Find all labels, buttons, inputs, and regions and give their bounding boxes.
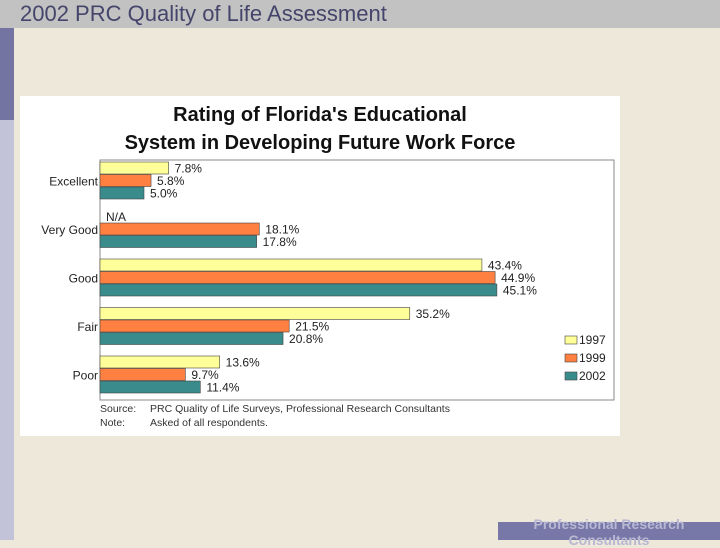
header-bar: 2002 PRC Quality of Life Assessment — [0, 0, 720, 28]
chart-title-line-1: Rating of Florida's Educational — [173, 104, 467, 126]
bar-2002-good — [99, 283, 498, 297]
bar-1997-good — [99, 258, 483, 272]
page-title: 2002 PRC Quality of Life Assessment — [20, 1, 387, 26]
source-text: PRC Quality of Life Surveys, Professiona… — [150, 403, 450, 415]
bar-chart: Excellent 7.8%5.8%5.0% Very Good N/A 18.1%17… — [41, 159, 615, 429]
bar-2002-excellent — [99, 186, 145, 200]
left-accent-strip — [0, 28, 14, 120]
bar-1997-fair — [99, 307, 411, 320]
category-label-poor: Poor — [73, 368, 98, 382]
bar-2002-poor — [99, 380, 201, 394]
footer-brand-text: Professional Research Consultants — [533, 516, 685, 548]
bar-1999-poor — [99, 368, 186, 381]
legend-swatch-2002 — [564, 371, 578, 381]
source-label: Source: — [100, 403, 136, 415]
bar-1999-fair — [99, 319, 290, 333]
category-label-good: Good — [69, 271, 98, 285]
data-label-2002-good: 45.1% — [503, 284, 537, 298]
legend-swatch-1999 — [564, 353, 578, 363]
data-label-1997-very-good: N/A — [106, 210, 126, 224]
data-label-1997-poor: 13.6% — [226, 356, 260, 370]
category-label-very-good: Very Good — [41, 223, 98, 237]
bar-1999-good — [99, 271, 496, 284]
bar-1999-excellent — [99, 174, 152, 187]
note-label: Note: — [100, 417, 125, 429]
chart-title-line-2: System in Developing Future Work Force — [124, 132, 516, 154]
bar-2002-very-good — [99, 235, 257, 248]
legend-swatch-1997 — [564, 335, 578, 345]
bar-1997-excellent — [99, 161, 169, 175]
data-label-2002-poor: 11.4% — [206, 381, 239, 395]
category-label-fair: Fair — [77, 320, 98, 334]
data-label-2002-excellent: 5.0% — [150, 187, 178, 201]
left-side-strip — [0, 120, 14, 540]
bar-1997-poor — [99, 355, 220, 369]
legend-label-1999: 1999 — [579, 351, 606, 365]
footer-bar: Professional Research Consultants — [498, 516, 720, 548]
bar-2002-fair — [99, 332, 284, 345]
legend-label-1997: 1997 — [579, 333, 606, 347]
data-label-1997-excellent: 7.8% — [175, 162, 203, 176]
data-label-1997-good: 43.4% — [488, 259, 522, 273]
bar-1999-very-good — [99, 222, 260, 236]
category-label-excellent: Excellent — [49, 174, 98, 188]
data-label-1999-very-good: 18.1% — [265, 223, 299, 237]
legend-label-2002: 2002 — [579, 369, 606, 383]
data-label-1999-poor: 9.7% — [191, 368, 219, 382]
note-text: Asked of all respondents. — [150, 417, 268, 429]
data-label-2002-fair: 20.8% — [289, 332, 323, 346]
data-label-1999-good: 44.9% — [501, 271, 535, 285]
data-label-1999-excellent: 5.8% — [157, 174, 185, 188]
chart-panel: Rating of Florida's Educational System i… — [20, 96, 620, 436]
data-label-1999-fair: 21.5% — [295, 320, 329, 334]
data-label-2002-very-good: 17.8% — [263, 235, 297, 249]
data-label-1997-fair: 35.2% — [416, 307, 450, 321]
